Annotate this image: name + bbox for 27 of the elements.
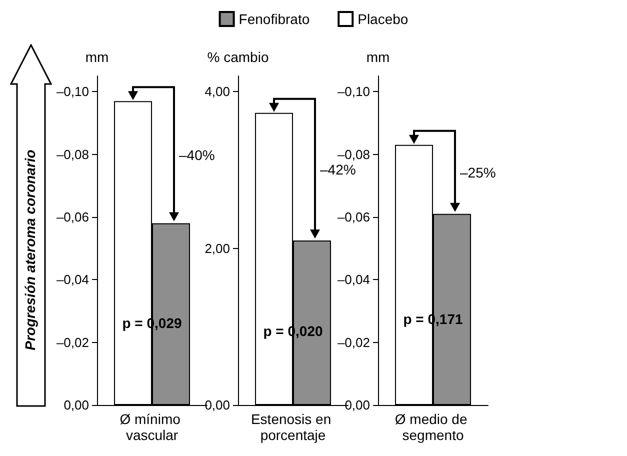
y-axis-title: mm <box>85 49 109 65</box>
text: Progresión ateroma coronario <box>22 149 38 350</box>
x-tick-label: Ø mínimo vascular <box>120 411 184 443</box>
y-tick-label: 0,00 <box>64 398 89 412</box>
y-tick-label: –0,04 <box>337 272 370 288</box>
y-tick-label: –0,10 <box>337 84 370 100</box>
annotation: –42% <box>320 162 356 178</box>
y-tick-label: –0,10 <box>56 84 89 100</box>
legend-label: Placebo <box>358 11 408 27</box>
y-axis-title: % cambio <box>207 49 269 65</box>
y-tick-label: –0,06 <box>337 210 370 224</box>
annotation: –25% <box>460 164 496 180</box>
y-tick-label: 2,00 <box>204 240 230 256</box>
y-axis-title: mm <box>366 49 390 65</box>
y-tick-label: –0,08 <box>56 146 89 162</box>
legend-label: Fenofibrato <box>238 11 310 27</box>
y-tick-label: –0,08 <box>337 146 370 162</box>
y-tick-label: 0,00 <box>344 398 370 412</box>
y-tick-label: –0,02 <box>56 334 89 350</box>
y-tick-label: –0,04 <box>56 272 89 288</box>
annotation: –40% <box>179 147 215 164</box>
y-tick-label: –0,02 <box>337 334 370 350</box>
x-tick-label: Estenosis en porcentaje <box>250 411 336 443</box>
y-tick-label: 4,00 <box>204 84 230 100</box>
y-tick-label: –0,06 <box>56 210 89 224</box>
x-tick-label: Ø medio de segmento <box>394 411 472 443</box>
y-tick-label: 0,00 <box>204 398 230 412</box>
